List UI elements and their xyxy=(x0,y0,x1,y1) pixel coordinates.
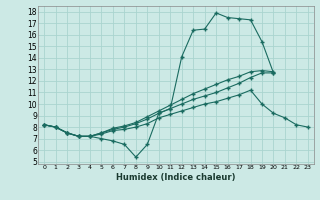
X-axis label: Humidex (Indice chaleur): Humidex (Indice chaleur) xyxy=(116,173,236,182)
